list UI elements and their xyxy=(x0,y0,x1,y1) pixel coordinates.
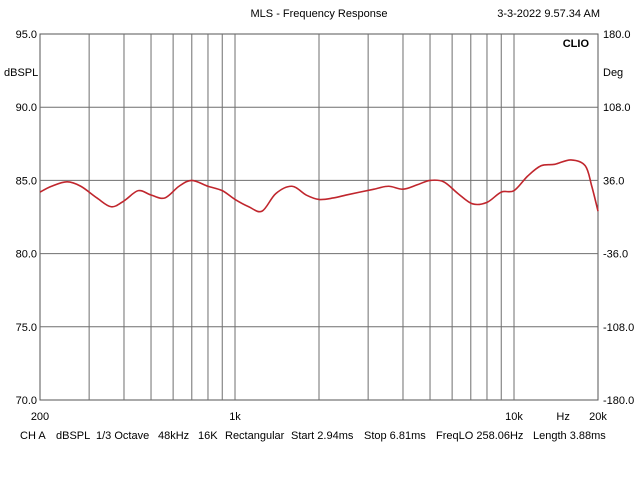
y2-tick-label: 36.0 xyxy=(603,175,624,187)
y2-tick-label: -36.0 xyxy=(603,249,628,261)
plot-area xyxy=(39,159,599,213)
y-tick-label: 70.0 xyxy=(16,395,37,407)
timestamp: 3-3-2022 9.57.34 AM xyxy=(497,8,600,20)
grid xyxy=(39,33,599,401)
y-axis-label: dBSPL xyxy=(4,67,38,79)
chart-title: MLS - Frequency Response xyxy=(251,8,388,20)
status-bar: CH A dBSPL 1/3 Octave 48kHz 16K Rectangu… xyxy=(0,428,639,446)
y2-tick-label: -108.0 xyxy=(603,322,634,334)
x-tick-label: Hz xyxy=(556,411,569,423)
status-stop: Stop 6.81ms xyxy=(364,430,426,442)
x-tick-label: 10k xyxy=(505,411,523,423)
status-smoothing: 1/3 Octave xyxy=(96,430,150,442)
response-series-line xyxy=(39,159,599,213)
status-length: Length 3.88ms xyxy=(533,430,606,442)
y-tick-label: 85.0 xyxy=(16,175,37,187)
x-tick-label: 1k xyxy=(229,411,241,423)
status-channel: CH A xyxy=(20,430,46,442)
y2-tick-label: 180.0 xyxy=(603,29,631,41)
status-freqlo: FreqLO 258.06Hz xyxy=(436,430,524,442)
y-tick-label: 95.0 xyxy=(16,29,37,41)
x-tick-label: 20k xyxy=(589,411,607,423)
status-sample-rate: 48kHz xyxy=(158,430,190,442)
status-start: Start 2.94ms xyxy=(291,430,354,442)
y-tick-label: 75.0 xyxy=(16,322,37,334)
status-window: Rectangular xyxy=(225,430,285,442)
x-tick-label: 200 xyxy=(31,411,49,423)
status-size: 16K xyxy=(198,430,218,442)
clio-logo: CLIO xyxy=(563,38,590,50)
y2-tick-label: -180.0 xyxy=(603,395,634,407)
y2-axis-label: Deg xyxy=(603,67,623,79)
tick-labels: 95.0 180.0 90.0 108.0 85.0 36.0 80.0 -36.0 75.0 -… xyxy=(16,29,635,423)
y2-tick-label: 108.0 xyxy=(603,102,631,114)
y-tick-label: 90.0 xyxy=(16,102,37,114)
y-tick-label: 80.0 xyxy=(16,249,37,261)
status-unit: dBSPL xyxy=(56,430,91,442)
